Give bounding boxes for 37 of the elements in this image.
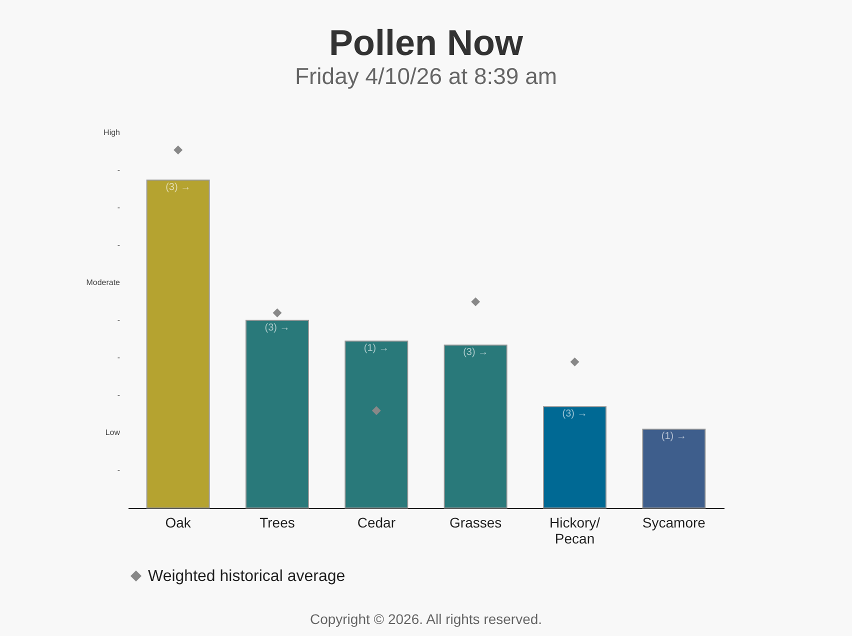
text: - [117,316,120,324]
x-tick-label: Oak [165,514,192,530]
annotation: (3) → [166,182,191,194]
text: Low [105,428,120,437]
chart-title: Pollen Now [328,22,524,63]
bar [444,344,508,508]
point [272,308,282,318]
text: - [117,203,120,212]
annotation: (3) → [463,347,488,358]
point [570,357,580,366]
x-tick-label: Grasses [450,514,502,530]
x-tick-label: Cedar [357,514,396,530]
annotation: (3) → [562,408,588,420]
x-tick-label: Trees [260,514,295,530]
point [174,146,183,154]
x-tick-label: Hickory/ Pecan [549,514,600,546]
bar [246,320,309,508]
text: - [117,353,120,362]
point [471,297,480,306]
text: - [117,466,120,474]
text: - [117,240,120,250]
chart-subtitle: Friday 4/10/26 at 8:39 am [294,63,558,89]
text: - [117,166,120,174]
annotation: (1) → [661,431,686,442]
text: Moderate [86,278,121,287]
text: High [104,128,120,137]
x-tick-label: Sycamore [642,514,706,530]
bar [642,428,706,508]
text: Copyright © 2026. All rights reserved. [310,611,542,627]
legend-label: Weighted historical average [148,568,346,585]
text: - [117,390,120,400]
annotation: (3) → [264,322,290,334]
bar [344,340,408,508]
bar [543,406,606,508]
bar [146,180,210,508]
annotation: (1) → [364,343,389,354]
point [372,406,381,416]
